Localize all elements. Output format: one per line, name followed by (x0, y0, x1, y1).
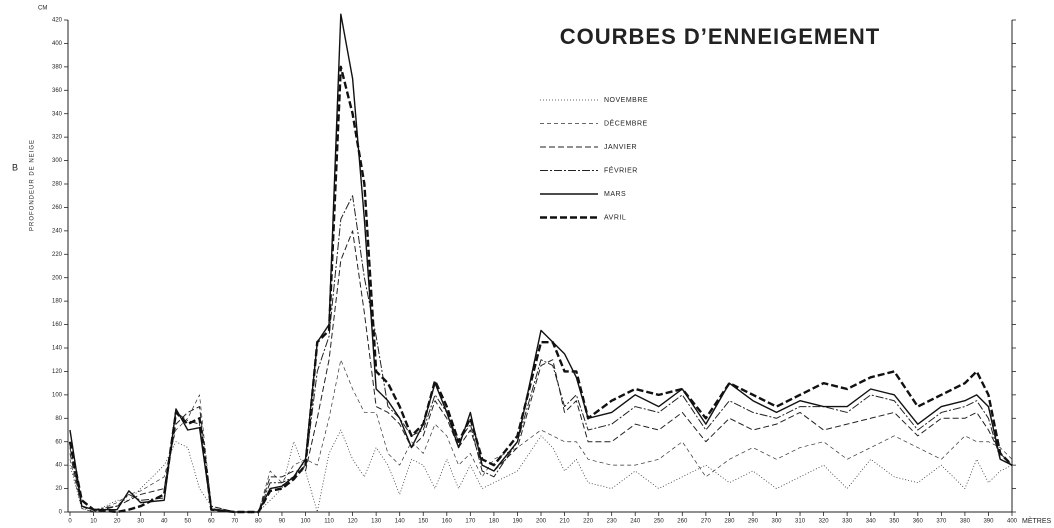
x-tick-label: 80 (255, 519, 262, 525)
y-tick-label: 340 (52, 111, 63, 117)
x-tick-label: 230 (607, 519, 618, 525)
x-tick-label: 120 (348, 519, 359, 525)
y-tick-label: 260 (52, 205, 63, 211)
x-tick-label: 130 (371, 519, 382, 525)
x-tick-label: 170 (465, 519, 476, 525)
x-tick-label: 160 (442, 519, 453, 525)
y-tick-label: 160 (52, 322, 63, 328)
legend-label: MARS (604, 191, 626, 198)
x-tick-label: 250 (654, 519, 665, 525)
x-tick-label: 270 (701, 519, 712, 525)
y-tick-label: 100 (52, 392, 63, 398)
y-tick-label: 300 (52, 158, 63, 164)
x-tick-label: 330 (842, 519, 853, 525)
legend-label: FÉVRIER (604, 165, 638, 174)
legend-label: NOVEMBRE (604, 97, 648, 104)
x-tick-label: 20 (114, 519, 121, 525)
x-tick-label: 300 (771, 519, 782, 525)
x-tick-label: 140 (395, 519, 406, 525)
y-tick-label: 140 (52, 346, 63, 352)
x-tick-label: 240 (630, 519, 641, 525)
series-line (69, 13, 1013, 513)
x-tick-label: 350 (889, 519, 900, 525)
legend-label: AVRIL (604, 214, 626, 221)
x-tick-label: 90 (279, 519, 286, 525)
x-tick-label: 310 (795, 519, 806, 525)
x-tick-label: 180 (489, 519, 500, 525)
x-tick-label: 340 (866, 519, 877, 525)
series-line (69, 429, 1013, 513)
x-tick-label: 400 (1007, 519, 1018, 525)
y-tick-label: 220 (52, 252, 63, 258)
x-tick-label: 280 (724, 519, 735, 525)
x-tick-label: 60 (208, 519, 215, 525)
x-tick-label: 380 (960, 519, 971, 525)
x-tick-label: 50 (184, 519, 191, 525)
y-unit: CM (38, 6, 47, 12)
x-tick-label: 190 (512, 519, 523, 525)
x-tick-label: 40 (161, 519, 168, 525)
x-tick-label: 150 (418, 519, 429, 525)
y-tick-label: 0 (59, 510, 63, 516)
y-tick-label: 200 (52, 275, 63, 281)
y-tick-label: 240 (52, 228, 63, 234)
y-tick-label: 360 (52, 88, 63, 94)
x-tick-label: 360 (913, 519, 924, 525)
x-tick-label: 260 (677, 519, 688, 525)
y-tick-label: 180 (52, 299, 63, 305)
y-tick-label: 80 (55, 416, 62, 422)
y-tick-label: 40 (55, 463, 62, 469)
y-tick-label: 120 (52, 369, 63, 375)
y-tick-label: 280 (52, 182, 63, 188)
y-tick-label: 60 (55, 439, 62, 445)
y-tick-label: 320 (52, 135, 63, 141)
legend-label: JANVIER (604, 144, 637, 151)
x-tick-label: 210 (560, 519, 571, 525)
series-line (68, 65, 1013, 514)
x-tick-label: 0 (68, 519, 72, 525)
x-tick-label: 370 (936, 519, 947, 525)
y-tick-label: 20 (55, 486, 62, 492)
x-tick-label: 290 (748, 519, 759, 525)
x-tick-label: 70 (232, 519, 239, 525)
x-tick-label: 110 (324, 519, 334, 525)
x-tick-label: 200 (536, 519, 547, 525)
y-axis-label: PROFONDEUR DE NEIGE (30, 139, 36, 231)
series-line (69, 230, 1013, 513)
x-tick-label: 390 (983, 519, 994, 525)
x-tick-label: 320 (819, 519, 830, 525)
y-tick-label: 400 (52, 41, 63, 47)
x-tick-label: 10 (90, 519, 97, 525)
legend-label: DÉCEMBRE (604, 118, 648, 127)
x-tick-label: 30 (137, 519, 144, 525)
x-tick-label: 220 (583, 519, 594, 525)
side-label: B (12, 162, 18, 172)
x-tick-label: 100 (300, 519, 311, 525)
chart-title: COURBES D’ENNEIGEMENT (560, 24, 880, 49)
series-line (69, 195, 1013, 513)
y-tick-label: 420 (52, 18, 63, 24)
y-tick-label: 380 (52, 64, 63, 70)
x-unit: MÈTRES (1022, 516, 1052, 525)
